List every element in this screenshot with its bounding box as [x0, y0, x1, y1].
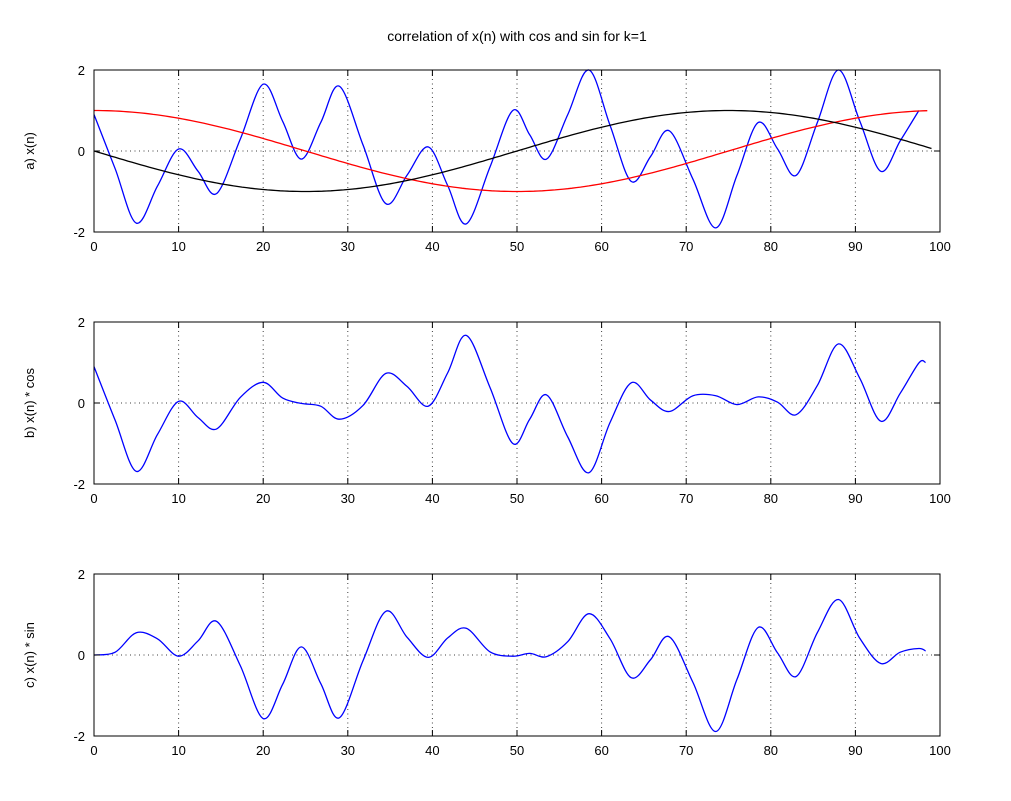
x-tick-label: 60: [594, 491, 608, 506]
subplot-b: 0 10 20 30 40 50 60 70 80 90 100 -2 0 2 b) x(n) * cos: [22, 315, 951, 506]
x-tick-label: 40: [425, 491, 439, 506]
x-tick-label: 40: [425, 239, 439, 254]
x-tick-label: 60: [594, 743, 608, 758]
y-tick-label: 0: [78, 648, 85, 663]
y-tick-label: 2: [78, 567, 85, 582]
series-x-signal: [94, 69, 920, 229]
x-tick-label: 100: [929, 491, 951, 506]
y-tick-label: 0: [78, 144, 85, 159]
x-tick-label: 80: [764, 743, 778, 758]
x-tick-label: 30: [341, 239, 355, 254]
x-tick-label: 70: [679, 491, 693, 506]
y-axis-label: a) x(n): [22, 132, 37, 170]
x-tick-label: 100: [929, 239, 951, 254]
y-tick-label: -2: [73, 477, 85, 492]
y-tick-label: -2: [73, 729, 85, 744]
subplot-c: 0 10 20 30 40 50 60 70 80 90 100 -2 0 2 c) x(n) * sin: [22, 567, 951, 758]
x-tick-label: 80: [764, 491, 778, 506]
x-tick-label: 0: [90, 239, 97, 254]
x-tick-label: 10: [171, 491, 185, 506]
y-tick-label: 0: [78, 396, 85, 411]
x-tick-label: 90: [848, 743, 862, 758]
x-tick-label: 0: [90, 743, 97, 758]
chart-title: correlation of x(n) with cos and sin for…: [387, 28, 647, 44]
series-x-times-cos: [94, 334, 926, 474]
x-tick-label: 80: [764, 239, 778, 254]
y-axis-label: b) x(n) * cos: [22, 367, 37, 438]
x-tick-label: 30: [341, 743, 355, 758]
x-tick-label: 10: [171, 743, 185, 758]
x-tick-label: 20: [256, 239, 270, 254]
y-tick-label: -2: [73, 225, 85, 240]
y-axis-label: c) x(n) * sin: [22, 622, 37, 688]
x-tick-label: 70: [679, 743, 693, 758]
series-x-times-sin: [94, 598, 926, 733]
y-tick-label: 2: [78, 63, 85, 78]
x-tick-label: 10: [171, 239, 185, 254]
x-tick-label: 0: [90, 491, 97, 506]
subplot-a: 0 10 20 30 40 50 60 70 80 90 100 -2 0 2 a) x(n): [22, 63, 951, 254]
x-tick-label: 50: [510, 239, 524, 254]
x-tick-label: 70: [679, 239, 693, 254]
x-tick-label: 20: [256, 491, 270, 506]
x-tick-label: 90: [848, 491, 862, 506]
y-tick-label: 2: [78, 315, 85, 330]
series-neg-sin-basis: [94, 109, 932, 193]
x-tick-label: 50: [510, 491, 524, 506]
series-cos-basis: [94, 109, 928, 193]
x-tick-label: 30: [341, 491, 355, 506]
x-tick-label: 20: [256, 743, 270, 758]
x-tick-label: 60: [594, 239, 608, 254]
x-tick-label: 50: [510, 743, 524, 758]
x-tick-label: 100: [929, 743, 951, 758]
x-tick-label: 40: [425, 743, 439, 758]
x-tick-label: 90: [848, 239, 862, 254]
